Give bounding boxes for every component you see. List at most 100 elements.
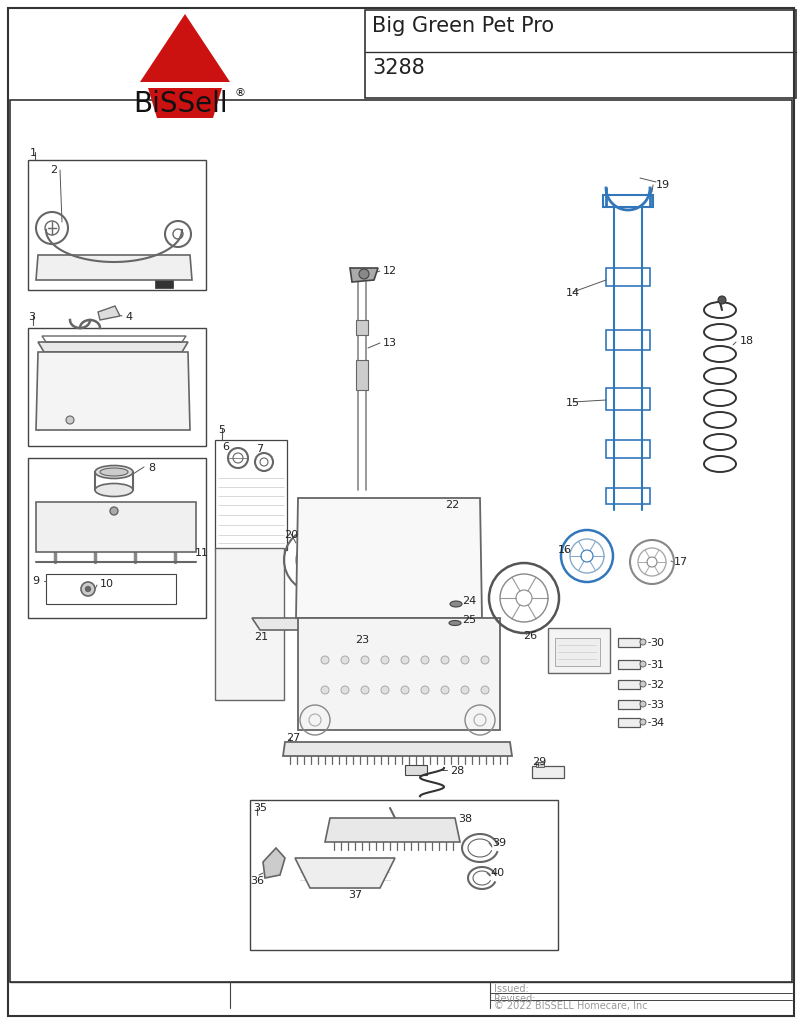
Circle shape: [401, 656, 409, 664]
Text: 8: 8: [148, 463, 155, 473]
Text: 15: 15: [566, 398, 580, 408]
Text: 1: 1: [30, 148, 37, 158]
Circle shape: [321, 686, 329, 694]
Polygon shape: [36, 352, 190, 430]
Circle shape: [640, 639, 646, 645]
Circle shape: [718, 296, 726, 304]
Polygon shape: [252, 618, 390, 630]
Text: 5: 5: [218, 425, 225, 435]
Circle shape: [361, 656, 369, 664]
Text: 9: 9: [32, 575, 39, 586]
Polygon shape: [98, 306, 120, 319]
Polygon shape: [36, 255, 192, 280]
Polygon shape: [350, 268, 378, 282]
Bar: [606, 388, 650, 410]
Text: Revised:: Revised:: [494, 994, 536, 1004]
Bar: [155, 278, 173, 288]
Bar: [606, 440, 650, 458]
Polygon shape: [263, 848, 285, 878]
Bar: [548, 628, 610, 673]
Circle shape: [308, 552, 324, 568]
Circle shape: [401, 686, 409, 694]
Bar: [536, 762, 544, 767]
Circle shape: [640, 701, 646, 707]
Bar: [356, 360, 368, 390]
Circle shape: [381, 656, 389, 664]
Bar: [618, 680, 640, 689]
Polygon shape: [140, 14, 230, 82]
Polygon shape: [215, 548, 284, 700]
Circle shape: [110, 507, 118, 515]
Text: 34: 34: [650, 718, 664, 728]
Text: 14: 14: [566, 288, 580, 298]
Circle shape: [421, 686, 429, 694]
Ellipse shape: [449, 621, 461, 626]
Bar: [555, 638, 600, 666]
Circle shape: [441, 686, 449, 694]
Polygon shape: [36, 502, 196, 552]
Text: 12: 12: [383, 266, 397, 276]
Text: © 2022 BISSELL Homecare, Inc: © 2022 BISSELL Homecare, Inc: [494, 1001, 648, 1011]
Text: Issued:: Issued:: [494, 984, 529, 994]
Bar: [618, 718, 640, 727]
Circle shape: [640, 719, 646, 725]
Text: 4: 4: [125, 312, 132, 322]
Circle shape: [81, 582, 95, 596]
Text: 21: 21: [254, 632, 268, 642]
Polygon shape: [298, 618, 500, 730]
Bar: [28, 458, 206, 618]
Polygon shape: [38, 342, 188, 352]
Text: 30: 30: [650, 638, 664, 648]
Bar: [618, 700, 640, 709]
Text: 22: 22: [445, 500, 460, 510]
Bar: [215, 440, 287, 550]
Text: 36: 36: [250, 876, 264, 886]
Circle shape: [381, 686, 389, 694]
Bar: [618, 660, 640, 669]
Bar: [365, 10, 796, 98]
Polygon shape: [295, 858, 395, 888]
Text: 39: 39: [492, 838, 506, 848]
Bar: [28, 328, 206, 446]
Ellipse shape: [95, 466, 133, 478]
Text: 3: 3: [28, 312, 35, 322]
Text: 17: 17: [674, 557, 688, 567]
Ellipse shape: [95, 483, 133, 497]
Polygon shape: [296, 498, 482, 618]
Text: 27: 27: [286, 733, 300, 743]
Text: 7: 7: [256, 444, 263, 454]
Text: 13: 13: [383, 338, 397, 348]
Circle shape: [640, 681, 646, 687]
Text: 11: 11: [195, 548, 209, 558]
Text: 2: 2: [50, 165, 57, 175]
Bar: [532, 766, 564, 778]
Bar: [46, 574, 176, 604]
Circle shape: [441, 656, 449, 664]
Text: 16: 16: [558, 545, 572, 555]
Text: 3288: 3288: [372, 58, 425, 78]
Text: ®: ®: [234, 88, 245, 98]
Text: 40: 40: [490, 868, 504, 878]
Text: BiSSell: BiSSell: [133, 90, 228, 118]
Circle shape: [341, 656, 349, 664]
Text: 32: 32: [650, 680, 664, 690]
Ellipse shape: [450, 601, 462, 607]
Bar: [85, 505, 145, 517]
Text: Big Green Pet Pro: Big Green Pet Pro: [372, 16, 554, 36]
Bar: [606, 488, 650, 504]
Text: 29: 29: [532, 757, 546, 767]
Polygon shape: [283, 742, 512, 756]
Text: 23: 23: [355, 635, 369, 645]
Text: 10: 10: [100, 579, 114, 589]
Text: 24: 24: [462, 596, 476, 606]
Text: 33: 33: [650, 700, 664, 710]
Bar: [10, 100, 792, 982]
Text: 31: 31: [650, 660, 664, 670]
Polygon shape: [325, 818, 460, 842]
Text: 35: 35: [253, 803, 267, 813]
Text: 19: 19: [656, 180, 670, 190]
Circle shape: [321, 656, 329, 664]
Circle shape: [461, 656, 469, 664]
Text: 20: 20: [284, 530, 298, 540]
Bar: [356, 319, 368, 335]
